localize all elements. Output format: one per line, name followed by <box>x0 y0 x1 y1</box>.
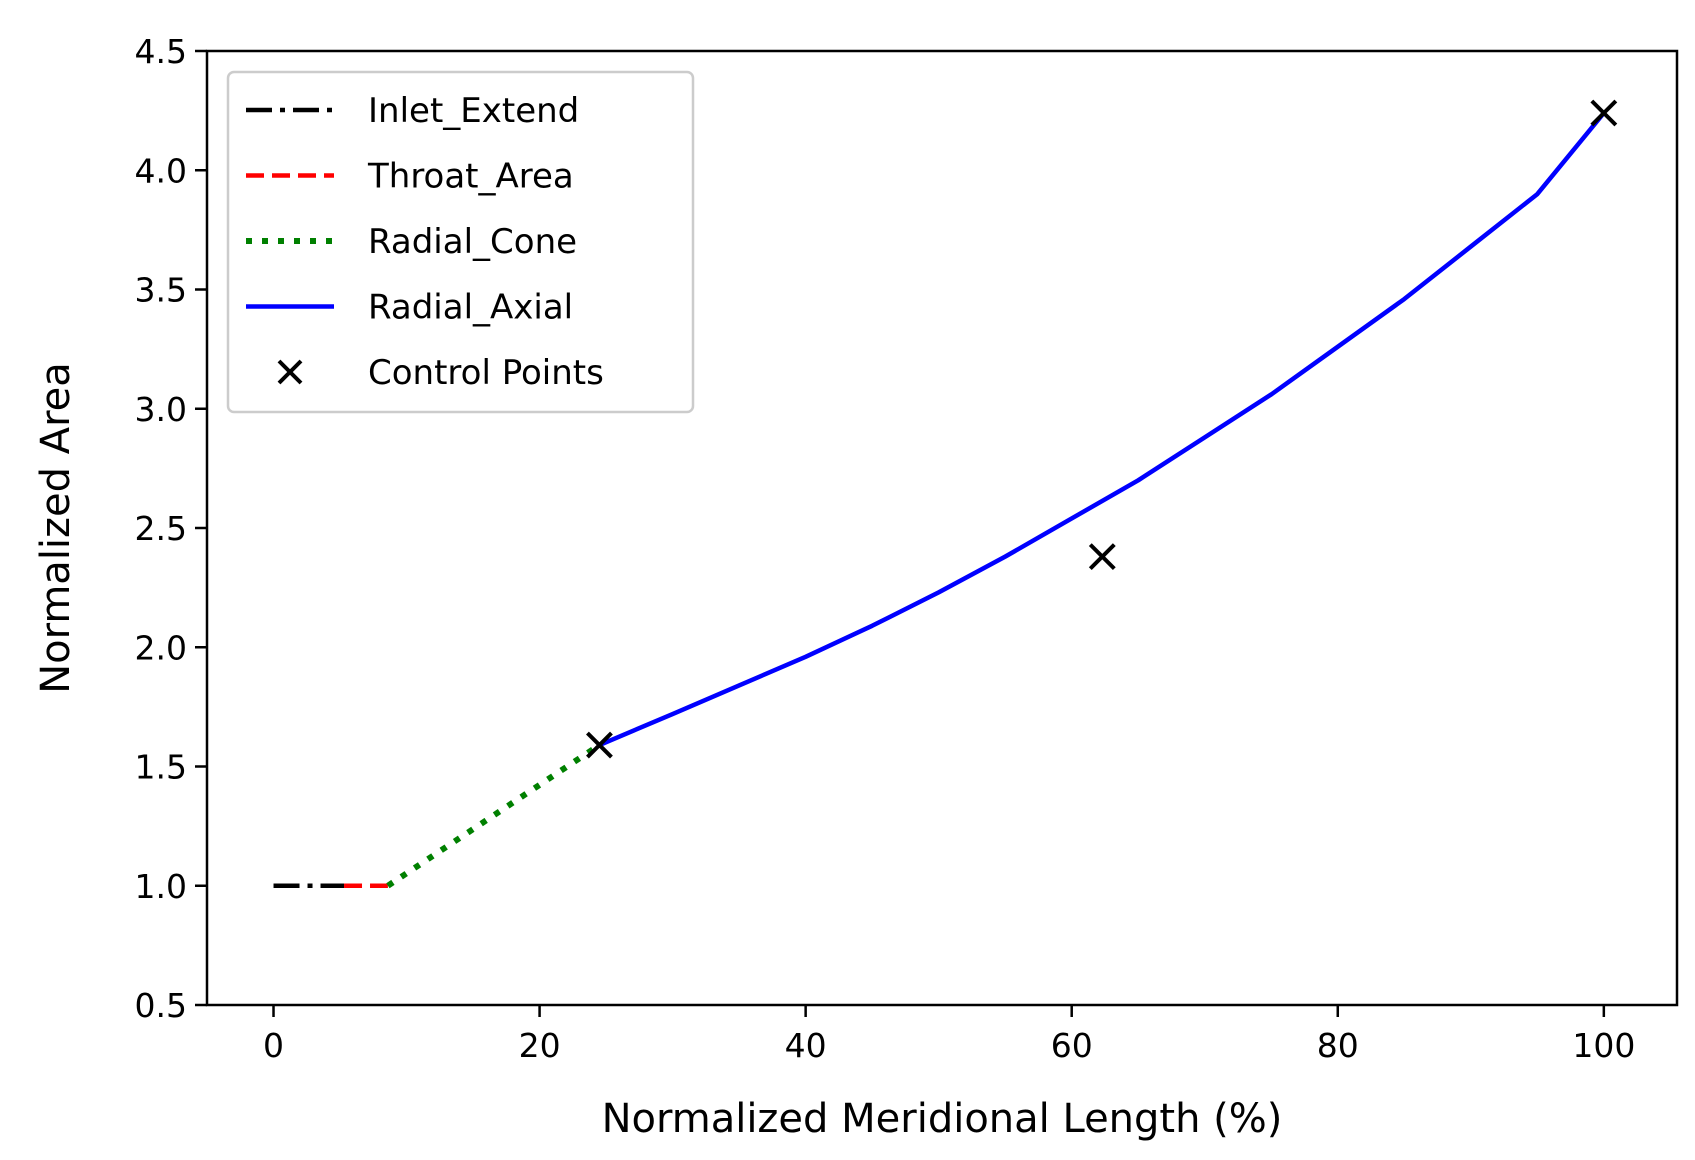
marker-stroke <box>1088 543 1116 571</box>
x-tick-label: 100 <box>1572 1026 1635 1065</box>
marker-stroke <box>1590 99 1618 127</box>
y-tick-label: 4.5 <box>135 32 187 71</box>
legend-label: Radial_Axial <box>368 288 573 328</box>
legend-label: Control Points <box>368 353 604 393</box>
control-point-marker <box>586 731 613 759</box>
y-tick-label: 3.5 <box>135 271 187 310</box>
marker-stroke <box>586 731 613 759</box>
x-tick-label: 60 <box>1051 1026 1093 1065</box>
x-tick-label: 0 <box>263 1026 284 1065</box>
legend-label: Inlet_Extend <box>368 91 579 131</box>
y-tick-label: 4.0 <box>135 151 187 190</box>
series-line-radial-axial <box>598 111 1606 748</box>
legend-label: Throat_Area <box>367 157 574 197</box>
y-tick-label: 1.5 <box>135 748 187 787</box>
y-tick-label: 1.0 <box>135 867 187 906</box>
control-point-marker <box>1590 99 1618 127</box>
legend: Inlet_Extend Throat_Area Radial_Cone Radial… <box>226 70 695 414</box>
series-line-radial-cone <box>386 742 602 889</box>
legend-item: Inlet_Extend <box>246 91 579 131</box>
control-point-marker <box>1088 543 1116 571</box>
legend-box <box>226 70 695 414</box>
x-tick-label: 20 <box>519 1026 561 1065</box>
legend-label: Radial_Cone <box>368 222 577 262</box>
plot-series-group <box>273 99 1618 889</box>
x-tick-label: 40 <box>785 1026 827 1065</box>
legend-item: Radial_Axial <box>246 288 573 328</box>
y-axis-label: Normalized Area <box>33 362 79 694</box>
legend-marker-stroke <box>277 359 303 385</box>
y-tick-label: 2.0 <box>135 628 187 667</box>
y-tick-label: 2.5 <box>135 509 187 548</box>
y-tick-label: 0.5 <box>135 986 187 1025</box>
axis-ticks: 0 20 40 60 80 100 0.5 1.0 1.5 2.0 2.5 3.0 3.5 4.0 4.5 <box>135 32 1636 1065</box>
legend-item: Radial_Cone <box>246 222 577 262</box>
legend-item: Control Points <box>277 353 604 393</box>
x-tick-label: 80 <box>1317 1026 1359 1065</box>
legend-item: Throat_Area <box>246 157 574 197</box>
x-axis-label: Normalized Meridional Length (%) <box>602 1096 1283 1142</box>
y-tick-label: 3.0 <box>135 390 187 429</box>
